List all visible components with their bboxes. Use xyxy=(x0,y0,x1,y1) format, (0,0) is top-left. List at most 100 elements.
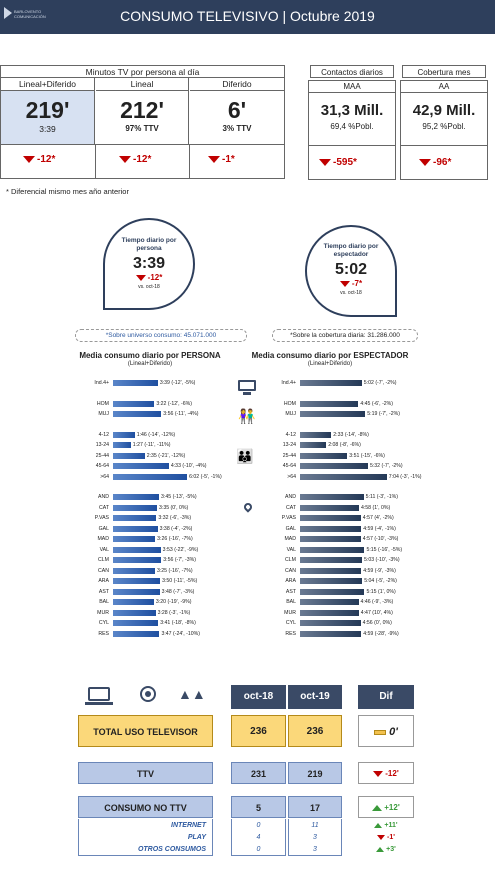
bar-value-label: 3:22 (-12', -6%) xyxy=(156,400,192,407)
bar-row-bal: BAL 4:46 (-9', -3%) xyxy=(270,597,440,608)
bar xyxy=(300,515,361,522)
col-sub: 3% TTV xyxy=(222,124,252,133)
subrow-oct19: 11 xyxy=(311,822,319,829)
left-chart-subtitle: (Lineal+Diferido) xyxy=(127,361,173,367)
row-no-ttv-dif: +12' xyxy=(358,796,414,818)
row-total-uso-oct18: 236 xyxy=(231,715,286,747)
bar-value-label: 5:11 (-3', -1%) xyxy=(365,494,398,500)
bar xyxy=(113,473,188,480)
bar-label: ARA xyxy=(98,578,109,584)
contacts-sub: 69,4 %Pobl. xyxy=(330,122,374,131)
contacts-label: MAA xyxy=(309,81,395,93)
bar xyxy=(300,599,359,606)
flat-dash-icon xyxy=(374,729,387,735)
bar-row-ara: ARA 5:04 (-5', -2%) xyxy=(270,576,440,587)
bar xyxy=(300,380,362,387)
bar-value-label: 3:56 (-7', -3%) xyxy=(163,557,196,563)
bar-value-label: 3:38 (-4', -2%) xyxy=(159,525,193,532)
circle-value: 3:39 xyxy=(132,255,166,272)
bar-row-gal: GAL 3:38 (-4', -2%) xyxy=(83,524,253,535)
bar xyxy=(300,494,364,501)
row-no-ttv-oct19: 17 xyxy=(288,796,342,818)
bar-row-p-vas: P.VAS 4:57 (4', -2%) xyxy=(270,513,440,524)
coverage-box: Cobertura mes AA 42,9 Mill. 95,2 %Pobl. … xyxy=(400,65,488,180)
bar-value-label: 4:58 (1', 0%) xyxy=(360,504,391,511)
col-value: 219' xyxy=(25,97,70,123)
bar-value-label: 4:57 (-10', -3%) xyxy=(362,536,399,542)
bar-value-label: 6:02 (-5', -1%) xyxy=(189,473,222,480)
bar-row-can: CAN 4:59 (-9', -3%) xyxy=(270,566,440,577)
up-arrow-icon xyxy=(376,846,385,852)
logo-mark-icon xyxy=(4,7,12,19)
bar-value-label: 3:41 (-18', -8%) xyxy=(160,620,196,626)
bar-row-muj: MUJ 3:56 (-11', -4%) xyxy=(83,409,253,420)
bar-label: MUJ xyxy=(98,411,109,417)
minutes-col-lineal: Lineal 212' 97% TTV xyxy=(96,78,189,144)
minutes-box-title: Minutos TV por persona al día xyxy=(0,65,285,77)
subrow-label: PLAY xyxy=(187,834,206,841)
bar-value-label: 5:04 (-5', -2%) xyxy=(364,578,397,584)
bar-row-4-12: 4-12 1:46 (-14', -12%) xyxy=(83,430,253,441)
bar-label: 45-64 xyxy=(282,463,296,469)
bar-value-label: 3:51 (-15', -6%) xyxy=(349,452,385,459)
row-total-uso-oct19: 236 xyxy=(288,715,342,747)
webcam-icon xyxy=(140,686,156,702)
bar-label: 13-24 xyxy=(282,442,296,448)
bar-value-label: 1:27 (-11', -11%) xyxy=(132,442,171,448)
bar-label: MAD xyxy=(284,536,296,542)
down-arrow-icon xyxy=(208,155,220,163)
coverage-body: AA 42,9 Mill. 95,2 %Pobl. -96* xyxy=(400,80,488,180)
bar xyxy=(300,578,363,585)
bar xyxy=(113,463,169,470)
bar-row-clm: CLM 5:03 (-10', -3%) xyxy=(270,555,440,566)
bar-label: 45-64 xyxy=(95,463,109,469)
bar xyxy=(113,588,160,595)
bar xyxy=(300,411,366,418)
bar xyxy=(300,525,362,532)
minutes-box: Minutos TV por persona al día Lineal+Dif… xyxy=(0,65,285,180)
circle-vs: vs. oct-18 xyxy=(340,290,362,296)
bar xyxy=(113,546,161,553)
bar-label: RES xyxy=(98,630,109,637)
bar xyxy=(113,494,160,501)
bar-label: CAN xyxy=(285,567,296,574)
bar-value-label: 5:02 (-7', -2%) xyxy=(363,380,397,386)
bar-value-label: 3:26 (-16', -7%) xyxy=(157,536,193,542)
bar-row-and: AND 5:11 (-3', -1%) xyxy=(270,492,440,503)
bar xyxy=(300,536,361,543)
brand-logo: BARLOVENTO COMUNICACIÓN xyxy=(4,7,48,29)
bar-value-label: 5:32 (-7', -2%) xyxy=(369,463,403,469)
left-chart-heading: Media consumo diario por PERSONA (Lineal… xyxy=(70,351,230,367)
bar-value-label: 3:56 (-11', -4%) xyxy=(163,411,199,417)
contacts-value: 31,3 Mill. xyxy=(320,102,384,119)
bar-value-label: 5:15 (-16', -5%) xyxy=(366,546,403,553)
bar-row-13-24: 13-24 1:27 (-11', -11%) xyxy=(83,440,253,451)
bar-value-label: 3:47 (-24', -10%) xyxy=(161,630,200,637)
bar-row-and: AND 3:45 (-13', -5%) xyxy=(83,492,253,503)
down-arrow-icon xyxy=(319,158,331,166)
bar-value-label: 2:35 (-21', -12%) xyxy=(146,452,186,459)
bar-label: 25-44 xyxy=(95,452,109,459)
bar-value-label: 3:32 (-6', -3%) xyxy=(158,515,192,521)
bar-label: AND xyxy=(98,494,109,500)
minutes-col-lineal-diferido: Lineal+Diferido 219' 3:39 xyxy=(1,78,95,144)
bar-row-ind-4-: Ind.4+ 5:02 (-7', -2%) xyxy=(270,378,440,389)
bar-label: Ind.4+ xyxy=(94,380,109,386)
bar-row-hom: HOM 4:45 (-6', -2%) xyxy=(270,399,440,410)
bar-label: VAL xyxy=(99,546,109,553)
bar-value-label: 4:45 (-6', -2%) xyxy=(360,400,394,407)
bar-value-label: 4:59 (-28', -9%) xyxy=(363,630,399,637)
subrow-label: INTERNET xyxy=(171,822,206,829)
down-arrow-icon xyxy=(339,280,350,287)
bar xyxy=(113,411,162,418)
footnote: * Diferencial mismo mes año anterior xyxy=(6,187,129,196)
bar-row-45-64: 45-64 5:32 (-7', -2%) xyxy=(270,461,440,472)
delta-lineal-diferido: -12* xyxy=(23,154,55,165)
bar-row-cyl: CYL 4:56 (0', 0%) xyxy=(270,618,440,629)
bar xyxy=(113,620,159,627)
bar-row-ast: AST 3:48 (-7', -3%) xyxy=(83,587,253,598)
col-sub: 97% TTV xyxy=(125,124,159,133)
bar xyxy=(113,431,135,438)
bar-label: 13-24 xyxy=(95,442,109,448)
bar-label: >64 xyxy=(100,473,109,480)
